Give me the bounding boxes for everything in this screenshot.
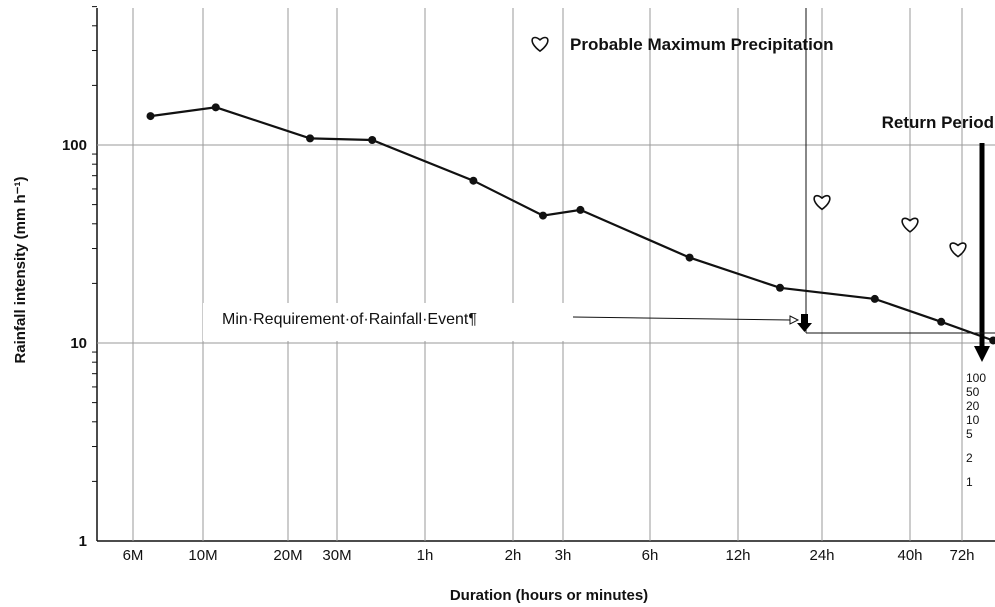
observed-series [146, 103, 995, 345]
pmp-legend-heart-icon [531, 36, 549, 53]
pmp-heart-marker [813, 194, 831, 211]
observed-point [539, 211, 547, 220]
x-tick-label: 12h [725, 547, 750, 564]
min-req-label-box [203, 303, 573, 341]
observed-point [306, 134, 315, 143]
y-axis-label: Rainfall intensity (mm h⁻¹) [12, 176, 29, 363]
observed-point [685, 253, 694, 262]
observed-point [576, 205, 585, 214]
return-period-label: 5 [966, 427, 973, 441]
y-tick-label: 100 [62, 137, 87, 154]
min-req-marker-head [797, 323, 812, 332]
observed-point [937, 317, 946, 326]
return-period-arrow-head [974, 346, 990, 362]
observed-point [989, 336, 995, 345]
x-tick-label: 6h [642, 547, 659, 564]
annotations: Probable Maximum Precipitation Return Per… [203, 8, 995, 362]
return-period-label: 2 [966, 451, 973, 465]
grid [92, 6, 995, 542]
pmp-legend-label: Probable Maximum Precipitation [570, 35, 834, 54]
x-tick-label: 1h [417, 547, 434, 564]
return-period-title: Return Period [882, 113, 994, 132]
x-tick-label: 72h [949, 547, 974, 564]
y-tick-label: 1 [79, 533, 87, 550]
pmp-points [813, 194, 967, 258]
x-axis-label: Duration (hours or minutes) [450, 587, 648, 604]
pmp-heart-marker [949, 242, 967, 258]
x-tick-label: 40h [897, 547, 922, 564]
return-period-label: 20 [966, 399, 980, 413]
x-tick-label: 2h [505, 547, 522, 564]
min-req-label: Min·Requirement·of·Rainfall·Event¶ [222, 311, 477, 328]
x-tick-label: 24h [809, 547, 834, 564]
x-tick-label: 10M [188, 547, 217, 564]
observed-point [146, 112, 155, 121]
min-req-pointer-head [789, 315, 800, 325]
observed-point [776, 283, 784, 292]
min-req-pointer-line [572, 316, 791, 321]
observed-point [469, 176, 478, 185]
observed-point [211, 103, 220, 112]
return-period-label: 1 [966, 475, 973, 489]
x-tick-label: 20M [273, 547, 302, 564]
pmp-heart-marker [901, 217, 919, 233]
return-period-label: 10 [966, 413, 980, 427]
x-tick-label: 6M [123, 547, 144, 564]
y-tick-label: 10 [70, 335, 87, 352]
observed-series-line [150, 106, 994, 342]
observed-point [368, 135, 377, 144]
axis-ticks: 6M 10M 20M 30M 1h 2h 3h 6h 12h 24h 40h 72h 1 10 100 [62, 137, 975, 564]
return-period-label: 100 [966, 371, 986, 385]
return-period-label: 50 [966, 385, 980, 399]
observed-point [870, 294, 879, 303]
x-tick-label: 3h [555, 547, 572, 564]
x-tick-label: 30M [322, 547, 351, 564]
min-req-marker-shaft [801, 314, 808, 324]
